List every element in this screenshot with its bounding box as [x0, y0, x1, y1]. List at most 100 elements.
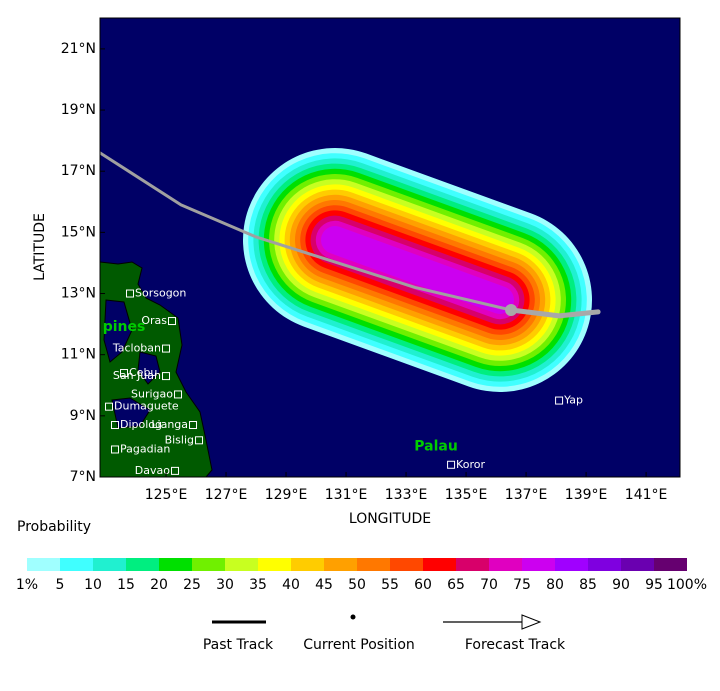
place-label: Koror	[456, 458, 485, 471]
place-marker	[120, 369, 129, 378]
place-label: Pagadian	[120, 442, 170, 455]
place-marker	[111, 421, 120, 430]
probability-swath	[243, 148, 592, 392]
place-label: San Juan	[113, 369, 161, 382]
legend-swatch	[159, 558, 192, 571]
legend-label: 55	[381, 577, 399, 593]
y-tick-label: 9°N	[70, 408, 96, 424]
legend-label: 5	[56, 577, 65, 593]
y-tick-label: 7°N	[70, 469, 96, 485]
legend-label: 75	[513, 577, 531, 593]
place-marker	[105, 402, 114, 411]
legend-swatch	[93, 558, 126, 571]
tracks	[100, 151, 601, 319]
legend-label: 30	[216, 577, 234, 593]
place-label: Surigao	[131, 387, 173, 400]
y-tick-label: 21°N	[61, 41, 96, 57]
legend-swatch	[621, 558, 654, 571]
place-marker	[555, 396, 564, 405]
x-tick-label: 127°E	[205, 487, 248, 503]
legend-swatch	[555, 558, 588, 571]
legend-swatch	[489, 558, 522, 571]
place-marker	[168, 317, 177, 326]
x-axis-label: LONGITUDE	[349, 511, 431, 527]
legend-swatch	[192, 558, 225, 571]
legend-label: 40	[282, 577, 300, 593]
legend-swatch	[291, 558, 324, 571]
legend-swatch	[588, 558, 621, 571]
legend-swatch	[258, 558, 291, 571]
legend-label: 85	[579, 577, 597, 593]
place-label: Lianga	[151, 418, 188, 431]
place-marker	[447, 460, 456, 469]
legend-swatch	[126, 558, 159, 571]
sea-shape	[111, 397, 151, 429]
swath-band	[321, 226, 514, 314]
x-tick-label: 131°E	[325, 487, 368, 503]
sea-shape	[137, 351, 161, 385]
place-label: Tacloban	[112, 342, 161, 355]
place-label: Cebu	[129, 366, 157, 379]
legend-label: 70	[480, 577, 498, 593]
legend-swatch	[60, 558, 93, 571]
y-axis-label: LATITUDE	[32, 213, 48, 281]
y-tick-label: 11°N	[61, 347, 96, 363]
legend-swatch	[423, 558, 456, 571]
place-marker	[189, 421, 198, 430]
place-marker	[162, 372, 171, 381]
legend-label: 60	[414, 577, 432, 593]
forecast-track	[508, 307, 601, 319]
x-tick-label: 139°E	[565, 487, 608, 503]
place-marker	[111, 445, 120, 454]
legend-label: 100%	[667, 577, 707, 593]
place-marker	[162, 344, 171, 353]
legend-swatch	[225, 558, 258, 571]
sea-shape	[103, 299, 133, 363]
legend-label: 10	[84, 577, 102, 593]
legend-label: 80	[546, 577, 564, 593]
map-frame	[99, 17, 681, 478]
place-label: Oras	[141, 314, 167, 327]
legend-swatch	[324, 558, 357, 571]
legend-label: 90	[612, 577, 630, 593]
legend-swatch	[456, 558, 489, 571]
region-label: Palau	[414, 438, 458, 454]
legend-item: Current Position	[303, 637, 415, 653]
legend-label: 50	[348, 577, 366, 593]
x-tick-label: 129°E	[265, 487, 308, 503]
axes: 125°E 127°E 129°E 131°E 133°E 135°E 137°E 139°E…	[61, 41, 668, 503]
x-tick-label: 135°E	[445, 487, 488, 503]
legend-label: 95	[645, 577, 663, 593]
forecast-arrow	[521, 614, 542, 630]
legend-label: 25	[183, 577, 201, 593]
y-tick-label: 17°N	[61, 163, 96, 179]
legend: 1% 5 10 15 20 25 30 35 40 45 50 55 60 65 70 75 80 85 90 95 1…	[16, 558, 707, 593]
current-position-symbol	[350, 614, 356, 620]
place-label: Davao	[135, 464, 170, 477]
y-tick-label: 13°N	[61, 286, 96, 302]
land	[100, 261, 213, 477]
place-marker	[126, 289, 135, 298]
legend-label: 65	[447, 577, 465, 593]
place-marker	[174, 390, 183, 399]
legend-swatch	[390, 558, 423, 571]
legend-label: 15	[117, 577, 135, 593]
place-label: Bislig	[165, 433, 194, 446]
place-label: Dumaguete	[114, 400, 179, 413]
x-tick-label: 125°E	[145, 487, 188, 503]
x-tick-label: 141°E	[625, 487, 668, 503]
place-marker	[195, 436, 204, 445]
place-label: Sorsogon	[135, 287, 186, 300]
legend-swatch	[654, 558, 687, 571]
legend-label: 20	[150, 577, 168, 593]
place-label: Dipolog	[120, 418, 162, 431]
legend-item: Forecast Track	[465, 637, 566, 653]
legend-swatch	[357, 558, 390, 571]
legend-label: 35	[249, 577, 267, 593]
legend-item: Past Track	[203, 637, 274, 653]
legend-swatch	[27, 558, 60, 571]
legend-swatch	[522, 558, 555, 571]
place-marker	[171, 466, 180, 475]
